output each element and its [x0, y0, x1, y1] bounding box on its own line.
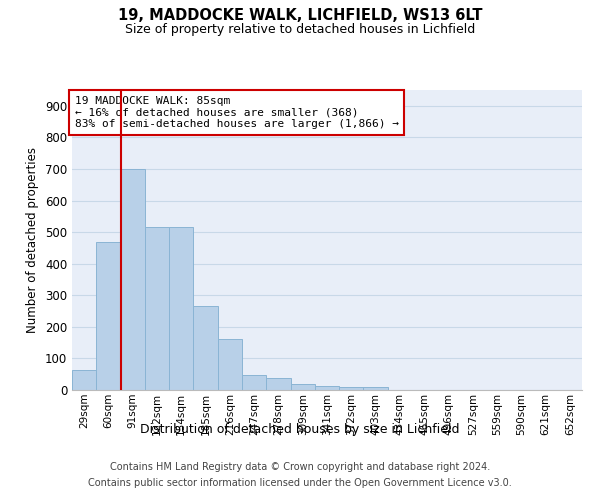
Bar	[121, 169, 145, 390]
Text: Distribution of detached houses by size in Lichfield: Distribution of detached houses by size …	[140, 422, 460, 436]
Y-axis label: Number of detached properties: Number of detached properties	[26, 147, 40, 333]
Bar	[218, 340, 242, 390]
Bar	[169, 228, 193, 390]
Bar	[242, 375, 266, 390]
Bar	[145, 228, 169, 390]
Bar	[290, 384, 315, 390]
Bar	[364, 388, 388, 390]
Bar	[96, 242, 121, 390]
Text: Size of property relative to detached houses in Lichfield: Size of property relative to detached ho…	[125, 22, 475, 36]
Text: Contains public sector information licensed under the Open Government Licence v3: Contains public sector information licen…	[88, 478, 512, 488]
Bar	[315, 386, 339, 390]
Bar	[266, 378, 290, 390]
Text: Contains HM Land Registry data © Crown copyright and database right 2024.: Contains HM Land Registry data © Crown c…	[110, 462, 490, 472]
Text: 19 MADDOCKE WALK: 85sqm
← 16% of detached houses are smaller (368)
83% of semi-d: 19 MADDOCKE WALK: 85sqm ← 16% of detache…	[74, 96, 398, 129]
Bar	[72, 370, 96, 390]
Bar	[339, 387, 364, 390]
Text: 19, MADDOCKE WALK, LICHFIELD, WS13 6LT: 19, MADDOCKE WALK, LICHFIELD, WS13 6LT	[118, 8, 482, 22]
Bar	[193, 306, 218, 390]
